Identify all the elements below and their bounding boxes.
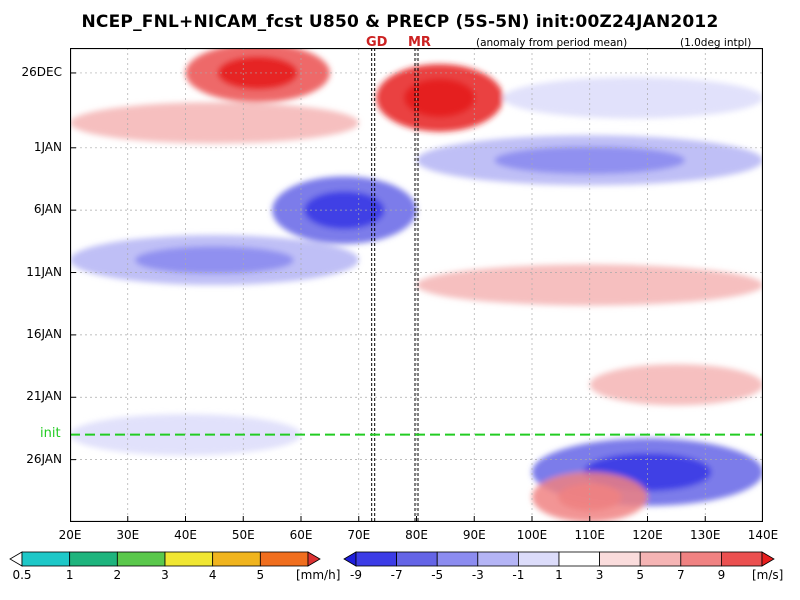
u850-tick-label: -3 — [471, 568, 484, 582]
u850-tick-label: 3 — [595, 568, 604, 582]
plot-frame — [70, 48, 763, 522]
x-tick-label: 40E — [174, 528, 197, 542]
u850-anomaly-core — [494, 146, 686, 175]
u850-tick-label: 1 — [555, 568, 563, 582]
u850-tick-label: 7 — [676, 568, 685, 582]
u850-tick-label: -7 — [390, 568, 403, 582]
precip-colorbar — [9, 551, 321, 567]
precip-tick-label: 3 — [161, 568, 169, 582]
precip-colorbar-max — [307, 551, 321, 567]
u850-colorbar-segment — [517, 551, 560, 567]
y-tick-label: 1JAN — [33, 139, 62, 154]
x-tick-label: 90E — [462, 528, 486, 542]
u850-tick-label: 9 — [717, 568, 726, 582]
x-tick-label: 130E — [690, 528, 721, 542]
u850-anomaly-blob — [589, 364, 763, 406]
x-tick-label: 60E — [289, 528, 313, 542]
u850-colorbar-segment — [396, 551, 438, 567]
u850-colorbar-segment — [477, 551, 519, 567]
x-tick-label: 140E — [747, 528, 779, 542]
precip-tick-label: 5 — [256, 568, 265, 582]
u850-anomaly-blob — [70, 102, 359, 144]
u850-colorbar-min — [343, 551, 357, 567]
y-tick-label: 6JAN — [33, 202, 62, 217]
marker-label-gd: GD — [366, 35, 388, 50]
u850-anomaly-blob — [503, 77, 763, 119]
u850-colorbar-max — [761, 551, 775, 567]
u850-anomaly-core — [304, 191, 385, 229]
x-tick-label: 110E — [574, 528, 606, 542]
x-tick-label: 20E — [58, 528, 82, 542]
u850-colorbar-segment — [558, 551, 600, 567]
u850-anomaly-core — [404, 79, 475, 117]
u850-colorbar-segment — [355, 551, 397, 567]
precip-colorbar-segment — [259, 551, 309, 567]
precip-tick-label: 1 — [65, 568, 74, 582]
x-tick-label: 120E — [632, 528, 663, 542]
u850-tick-label: -1 — [512, 568, 525, 582]
precip-colorbar-segment — [164, 551, 214, 567]
marker-label-mr: MR — [408, 35, 431, 50]
y-tick-label: 16JAN — [26, 326, 62, 341]
u850-tick-label: 5 — [636, 568, 644, 582]
u850-colorbar — [343, 551, 775, 567]
chart-subtitle-intpl: (1.0deg intpl) — [680, 37, 752, 49]
precip-unit: [mm/h] — [296, 568, 341, 582]
u850-tick-label: -9 — [350, 568, 362, 582]
u850-colorbar-segment — [639, 551, 682, 567]
y-tick-label: 21JAN — [26, 389, 62, 404]
chart-title: NCEP_FNL+NICAM_fcst U850 & PRECP (5S-5N)… — [81, 12, 719, 32]
x-tick-label: 70E — [347, 528, 371, 542]
precip-colorbar-segment — [212, 551, 261, 567]
u850-tick-label: -5 — [431, 568, 444, 582]
u850-colorbar-segment — [436, 551, 479, 567]
u850-unit: [m/s] — [752, 568, 784, 582]
precip-colorbar-segment — [69, 551, 118, 567]
u850-anomaly-core — [134, 246, 294, 274]
precip-tick-label: 4 — [208, 568, 217, 582]
hovmoller-plot — [70, 48, 763, 522]
y-tick-label: 26DEC — [21, 64, 62, 79]
y-tick-label: 26JAN — [26, 451, 62, 466]
precip-tick-label: 0.5 — [12, 568, 32, 582]
u850-colorbar-segment — [680, 551, 722, 567]
y-tick-label: 11JAN — [26, 264, 62, 279]
x-tick-label: 30E — [116, 528, 140, 542]
chart-subtitle-anomaly: (anomaly from period mean) — [476, 37, 628, 49]
precip-colorbar-segment — [116, 551, 166, 567]
u850-anomaly-core — [217, 56, 298, 90]
u850-anomaly-core — [557, 483, 622, 511]
precip-tick-label: 2 — [113, 568, 122, 582]
u850-colorbar-segment — [720, 551, 763, 567]
x-tick-label: 100E — [516, 528, 548, 542]
u850-anomaly-blob — [416, 264, 763, 306]
u850-colorbar-segment — [599, 551, 641, 567]
x-tick-label: 80E — [405, 528, 428, 542]
precip-colorbar-segment — [21, 551, 71, 567]
precip-colorbar-min — [9, 551, 23, 567]
x-tick-label: 50E — [231, 528, 255, 542]
init-label: init — [40, 425, 61, 441]
